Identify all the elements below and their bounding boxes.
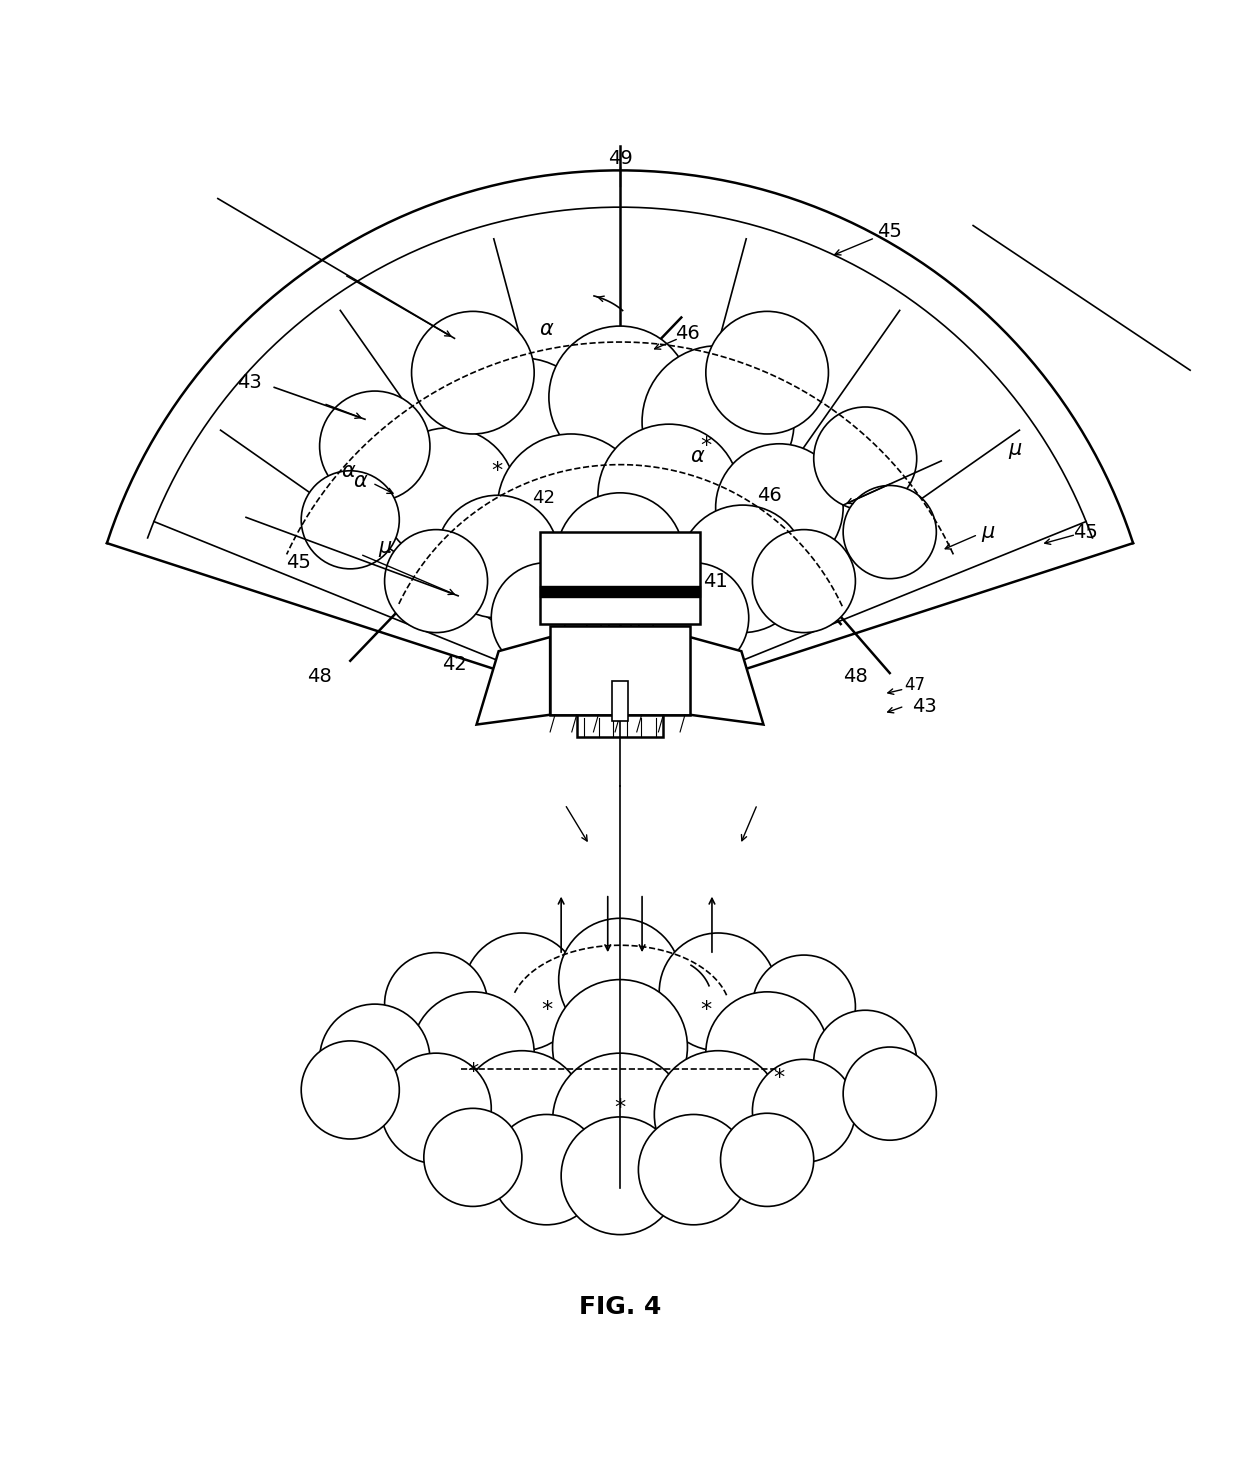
Text: *: * [614, 535, 626, 554]
Text: α: α [539, 318, 553, 339]
Bar [541, 532, 699, 624]
Text: *: * [467, 1062, 479, 1081]
Circle shape [562, 1117, 678, 1235]
Circle shape [660, 933, 777, 1050]
Circle shape [753, 955, 856, 1057]
Circle shape [549, 326, 691, 468]
Circle shape [598, 424, 740, 566]
Text: α: α [353, 471, 367, 490]
Circle shape [301, 1041, 399, 1139]
Circle shape [557, 493, 683, 621]
Circle shape [458, 1050, 585, 1179]
Text: 43: 43 [911, 696, 936, 715]
Text: 49: 49 [608, 148, 632, 167]
Circle shape [706, 992, 828, 1115]
Text: 45: 45 [878, 222, 903, 241]
Polygon shape [689, 637, 764, 724]
Circle shape [553, 1053, 687, 1188]
Text: 45: 45 [286, 554, 311, 572]
Text: *: * [774, 1068, 785, 1087]
Circle shape [813, 1010, 916, 1114]
Circle shape [655, 1050, 782, 1179]
Bar [613, 681, 627, 721]
Circle shape [706, 311, 828, 434]
Circle shape [843, 1047, 936, 1140]
Circle shape [559, 918, 681, 1041]
Text: *: * [541, 595, 552, 616]
Circle shape [678, 505, 806, 632]
Circle shape [715, 444, 843, 572]
Circle shape [384, 952, 487, 1056]
Circle shape [436, 495, 559, 618]
Bar [551, 626, 689, 715]
Text: *: * [701, 437, 712, 456]
Text: 43: 43 [237, 373, 262, 392]
Text: *: * [688, 595, 699, 616]
Polygon shape [476, 637, 551, 724]
Text: 48: 48 [308, 668, 332, 686]
Text: *: * [701, 1000, 712, 1020]
Circle shape [843, 486, 936, 579]
Circle shape [424, 1108, 522, 1207]
Text: α: α [691, 446, 704, 467]
Text: 47: 47 [904, 677, 925, 695]
Text: 42: 42 [532, 489, 556, 507]
Text: 45: 45 [1074, 523, 1099, 542]
Circle shape [381, 1053, 491, 1164]
Circle shape [753, 1059, 856, 1163]
Text: μ: μ [1008, 438, 1022, 459]
Circle shape [320, 1004, 430, 1115]
Text: 42: 42 [443, 655, 466, 674]
Bar [577, 709, 663, 738]
Circle shape [301, 471, 399, 569]
Circle shape [642, 345, 794, 498]
Circle shape [463, 933, 580, 1050]
Circle shape [412, 992, 534, 1115]
Text: α: α [341, 461, 355, 481]
Text: FIG. 4: FIG. 4 [579, 1294, 661, 1320]
Text: μ: μ [378, 536, 391, 557]
Text: μ: μ [981, 523, 994, 542]
Circle shape [813, 407, 916, 509]
Circle shape [553, 979, 687, 1115]
Circle shape [491, 563, 601, 672]
Circle shape [412, 311, 534, 434]
Text: 41: 41 [703, 572, 728, 591]
Circle shape [639, 563, 749, 672]
Text: 46: 46 [758, 486, 782, 505]
Circle shape [720, 1114, 813, 1207]
Text: *: * [492, 461, 503, 481]
Text: 48: 48 [843, 668, 868, 686]
Circle shape [491, 1115, 601, 1225]
Text: 46: 46 [675, 324, 699, 344]
Text: *: * [541, 1000, 552, 1020]
Circle shape [639, 1115, 749, 1225]
Text: *: * [614, 1099, 626, 1118]
Circle shape [384, 530, 487, 632]
Circle shape [446, 358, 598, 509]
Circle shape [497, 434, 645, 581]
Circle shape [381, 428, 516, 563]
Circle shape [753, 530, 856, 632]
Circle shape [320, 391, 430, 502]
